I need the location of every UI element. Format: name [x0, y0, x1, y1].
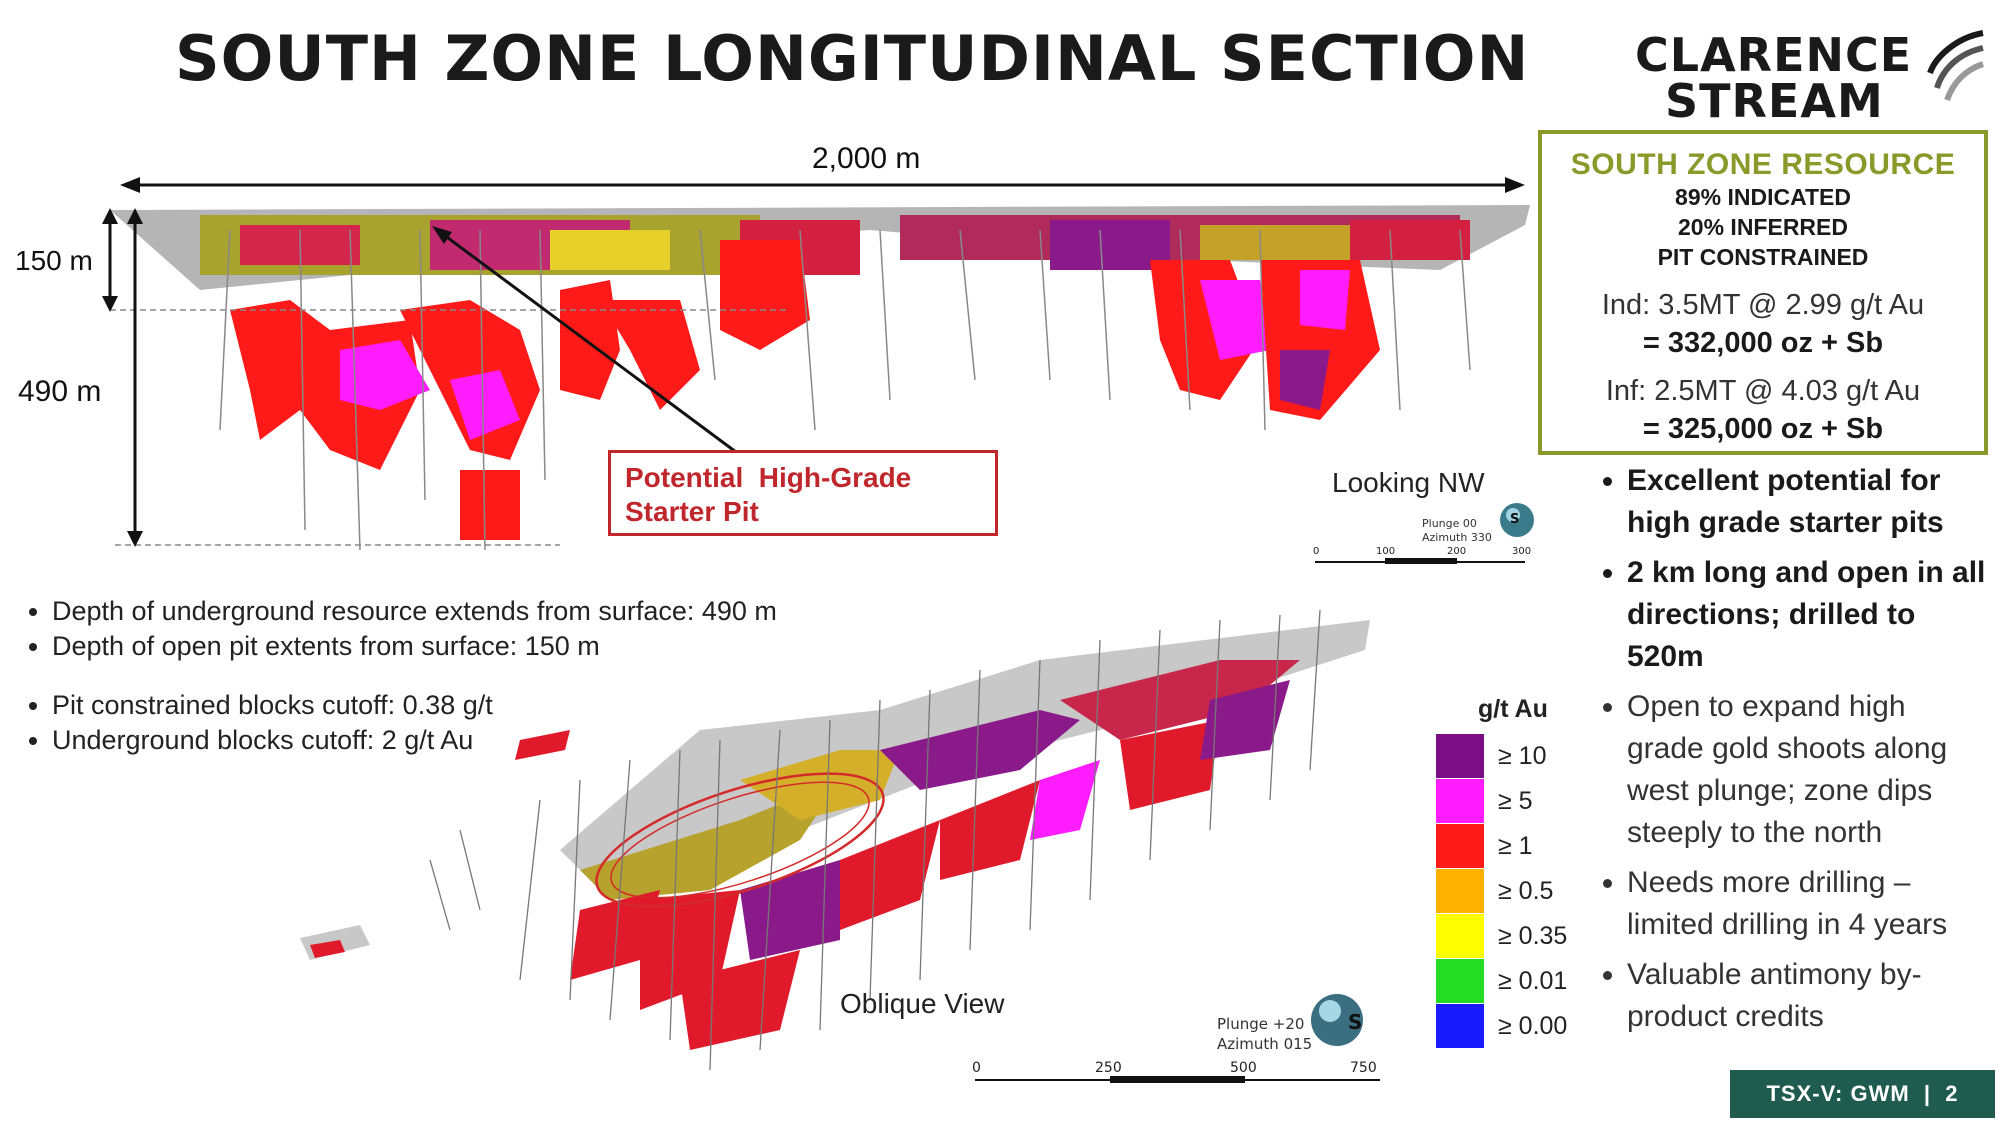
section-compass-icon — [1500, 503, 1534, 537]
legend-item: ≥ 10 — [1436, 734, 1636, 778]
legend-title: g/t Au — [1478, 695, 1548, 723]
resource-indicated-pct: 89% INDICATED — [1675, 184, 1851, 210]
resource-inferred-pct: 20% INFERRED — [1678, 214, 1848, 240]
legend-swatch — [1436, 959, 1484, 1003]
indicated-total: = 332,000 oz + Sb — [1642, 327, 1884, 359]
right-bullet: 2 km long and open in all directions; dr… — [1627, 552, 1990, 678]
section-plunge: Plunge 00 — [1422, 517, 1477, 530]
oblique-scale-tick-3: 750 — [1350, 1060, 1377, 1076]
section-scale-bar — [1315, 558, 1525, 564]
footer-page-number: 2 — [1945, 1081, 1959, 1106]
legend-label: ≥ 0.35 — [1498, 922, 1568, 950]
resource-box: SOUTH ZONE RESOURCE 89% INDICATED 20% IN… — [1538, 130, 1988, 455]
legend-item: ≥ 0.01 — [1436, 959, 1636, 1003]
left-bullet-list: Depth of underground resource extends fr… — [20, 594, 920, 758]
ore-blocks — [200, 215, 1470, 540]
section-azimuth: Azimuth 330 — [1422, 531, 1492, 544]
footer-ticker: TSX-V: GWM — [1766, 1081, 1910, 1106]
oblique-scale-bar — [975, 1076, 1380, 1083]
right-bullet-list: Excellent potential for high grade start… — [1595, 460, 1990, 1046]
oblique-azimuth: Azimuth 015 — [1217, 1035, 1313, 1053]
oblique-small-block — [300, 925, 370, 960]
oblique-compass-icon — [1311, 994, 1363, 1046]
pit-depth-arrow — [102, 208, 118, 312]
oblique-ore-blocks — [515, 660, 1300, 1050]
right-bullet: Excellent potential for high grade start… — [1627, 460, 1990, 544]
oblique-drill-holes — [429, 609, 1321, 1071]
starter-pit-pointer-arrow — [432, 226, 741, 457]
pit-depth-label: 150 m — [15, 245, 93, 276]
starter-pit-callout: Potential High-Grade Starter Pit — [608, 450, 998, 536]
legend-swatch — [1436, 914, 1484, 958]
section-view-label: Looking NW — [1332, 467, 1485, 498]
legend-swatch — [1436, 779, 1484, 823]
oblique-scale-tick-2: 500 — [1230, 1060, 1257, 1076]
page-title: SOUTH ZONE LONGITUDINAL SECTION — [175, 22, 1530, 95]
indicated-line: Ind: 3.5MT @ 2.99 g/t Au — [1601, 289, 1925, 321]
starter-pit-line2: Starter Pit — [625, 496, 759, 527]
starter-pit-highlight-ellipse — [595, 772, 885, 908]
logo-swoosh-icon — [1927, 30, 1985, 102]
right-bullet: Open to expand high grade gold shoots al… — [1627, 686, 1990, 854]
inferred-line: Inf: 2.5MT @ 4.03 g/t Au — [1605, 375, 1921, 407]
left-bullet: Depth of underground resource extends fr… — [52, 594, 920, 629]
resource-heading: SOUTH ZONE RESOURCE — [1570, 148, 1956, 181]
legend-label: ≥ 10 — [1498, 742, 1547, 770]
legend-item: ≥ 0.00 — [1436, 1004, 1636, 1048]
width-dimension-arrow — [120, 177, 1525, 193]
legend-label: ≥ 0.5 — [1498, 877, 1554, 905]
right-bullet: Valuable antimony by-product credits — [1627, 954, 1990, 1038]
oblique-scale-tick-1: 250 — [1095, 1060, 1122, 1076]
section-compass-letter: S — [1510, 512, 1520, 527]
resource-pit-constrained: PIT CONSTRAINED — [1657, 244, 1869, 270]
footer-separator: | — [1923, 1081, 1932, 1106]
oblique-view-graphic — [300, 609, 1380, 1083]
oblique-compass-letter: S — [1348, 1010, 1363, 1034]
oblique-scale-tick-0: 0 — [972, 1060, 981, 1076]
footer-ticker-bar: TSX-V: GWM | 2 — [1730, 1070, 1995, 1118]
section-scale-tick-2: 200 — [1447, 546, 1467, 557]
underground-depth-arrow — [127, 208, 143, 547]
logo-line-1: CLARENCE — [1635, 28, 1913, 82]
underground-depth-label: 490 m — [18, 375, 102, 408]
logo-line-2: STREAM — [1665, 74, 1884, 128]
left-bullet: Pit constrained blocks cutoff: 0.38 g/t — [52, 688, 920, 723]
starter-pit-line1: Potential High-Grade — [625, 462, 912, 493]
legend-item: ≥ 0.35 — [1436, 914, 1636, 958]
company-logo: CLARENCE STREAM — [1625, 28, 1985, 128]
oblique-plunge: Plunge +20 — [1217, 1015, 1305, 1033]
legend-item: ≥ 0.5 — [1436, 869, 1636, 913]
width-label: 2,000 m — [812, 142, 921, 175]
legend-item: ≥ 1 — [1436, 824, 1636, 868]
left-bullet: Underground blocks cutoff: 2 g/t Au — [52, 723, 920, 758]
legend-label: ≥ 5 — [1498, 787, 1533, 815]
legend-item: ≥ 5 — [1436, 779, 1636, 823]
legend-swatch — [1436, 1004, 1484, 1048]
drill-holes — [219, 229, 1471, 551]
legend-label: ≥ 0.00 — [1498, 1012, 1568, 1040]
section-scale-tick-1: 100 — [1376, 546, 1396, 557]
right-bullet: Needs more drilling – limited drilling i… — [1627, 862, 1990, 946]
legend-swatch — [1436, 869, 1484, 913]
left-bullet: Depth of open pit extents from surface: … — [52, 629, 920, 664]
inferred-total: = 325,000 oz + Sb — [1642, 413, 1884, 445]
longitudinal-section-graphic — [102, 177, 1534, 564]
section-scale-tick-0: 0 — [1313, 546, 1320, 557]
section-scale-tick-3: 300 — [1512, 546, 1532, 557]
legend-swatch — [1436, 734, 1484, 778]
legend-label: ≥ 1 — [1498, 832, 1533, 860]
legend-swatch — [1436, 824, 1484, 868]
legend-label: ≥ 0.01 — [1498, 967, 1568, 995]
oblique-view-label: Oblique View — [840, 988, 1005, 1019]
